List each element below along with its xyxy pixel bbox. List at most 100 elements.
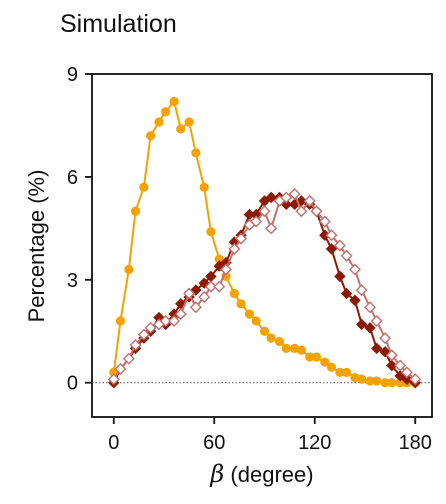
data-point xyxy=(333,239,346,252)
data-point xyxy=(288,188,301,201)
data-point xyxy=(191,148,201,158)
data-point xyxy=(250,215,263,228)
data-point xyxy=(236,299,246,309)
data-point xyxy=(206,227,216,237)
data-point xyxy=(129,338,142,351)
data-point xyxy=(365,376,375,386)
data-point xyxy=(137,328,150,341)
data-point xyxy=(386,359,398,372)
data-point xyxy=(394,359,407,372)
data-point xyxy=(380,378,390,388)
plot-frame xyxy=(91,73,433,418)
series-3-line xyxy=(112,193,416,381)
data-point xyxy=(198,290,211,303)
data-point xyxy=(146,131,156,141)
data-point xyxy=(303,194,316,207)
data-point xyxy=(355,318,368,331)
y-axis-label: Percentage (%) xyxy=(24,170,49,323)
data-point xyxy=(154,117,164,127)
data-point xyxy=(348,263,361,276)
data-point xyxy=(169,96,179,107)
data-point xyxy=(281,343,291,353)
data-point xyxy=(341,367,352,378)
data-point xyxy=(387,378,397,388)
data-point xyxy=(176,124,186,134)
data-point xyxy=(409,373,422,386)
data-point xyxy=(168,314,181,327)
data-point xyxy=(310,205,323,218)
y-tick-label: 0 xyxy=(67,373,78,395)
data-point xyxy=(340,249,353,262)
data-point xyxy=(296,345,306,355)
data-point xyxy=(401,373,413,385)
data-point xyxy=(189,301,202,314)
data-point xyxy=(349,294,361,307)
data-point xyxy=(265,222,278,235)
data-point xyxy=(235,232,248,245)
data-point xyxy=(311,352,322,362)
data-point xyxy=(220,263,232,276)
data-point xyxy=(364,322,376,334)
data-point xyxy=(139,182,149,192)
data-point xyxy=(280,191,293,204)
data-point xyxy=(251,316,261,326)
data-point xyxy=(379,332,392,345)
data-point xyxy=(372,376,382,386)
data-point xyxy=(229,288,239,299)
data-point xyxy=(265,191,277,204)
data-point xyxy=(213,280,226,293)
data-point xyxy=(184,117,194,127)
data-point xyxy=(370,314,383,327)
data-point xyxy=(228,242,241,255)
data-point xyxy=(266,333,276,343)
data-point xyxy=(244,309,255,319)
data-point xyxy=(107,373,120,386)
data-point xyxy=(159,314,172,327)
data-point xyxy=(305,352,315,362)
x-axis-label: β (degree) xyxy=(209,460,313,488)
x-tick-label: 180 xyxy=(399,432,432,454)
y-tick-label: 9 xyxy=(67,64,78,86)
data-point xyxy=(295,205,308,218)
data-point xyxy=(199,182,209,192)
chart-title: Simulation xyxy=(60,10,177,38)
data-point xyxy=(335,367,345,378)
data-point xyxy=(124,264,134,275)
data-point xyxy=(258,205,271,218)
series-2-line xyxy=(112,196,416,384)
data-point xyxy=(144,321,157,334)
data-point xyxy=(325,229,338,242)
data-point xyxy=(334,270,346,283)
data-point xyxy=(274,336,285,347)
data-point xyxy=(325,243,338,255)
x-axis-unit: (degree) xyxy=(224,462,313,487)
y-tick-label: 3 xyxy=(67,270,78,292)
data-point xyxy=(320,357,330,367)
data-point xyxy=(114,362,127,375)
data-point xyxy=(326,362,337,372)
data-point xyxy=(400,366,413,379)
data-point xyxy=(318,215,331,228)
data-point xyxy=(204,280,217,293)
series-2 xyxy=(108,191,421,389)
data-point xyxy=(161,107,171,117)
data-point xyxy=(385,349,398,362)
data-point xyxy=(174,308,187,321)
x-tick-label: 60 xyxy=(203,432,225,454)
data-point xyxy=(122,352,135,365)
data-point xyxy=(115,316,126,326)
data-point xyxy=(183,287,196,300)
x-axis-symbol: β xyxy=(209,460,224,488)
data-point xyxy=(357,374,367,384)
data-point xyxy=(259,326,270,336)
y-tick-label: 6 xyxy=(67,167,78,189)
x-tick-label: 0 xyxy=(108,432,119,454)
data-point xyxy=(364,301,377,314)
series-3 xyxy=(107,188,422,386)
series-1-line xyxy=(112,100,416,384)
x-tick-label: 120 xyxy=(298,432,331,454)
series-1 xyxy=(109,96,420,388)
data-point xyxy=(130,206,141,216)
data-point xyxy=(371,342,383,355)
